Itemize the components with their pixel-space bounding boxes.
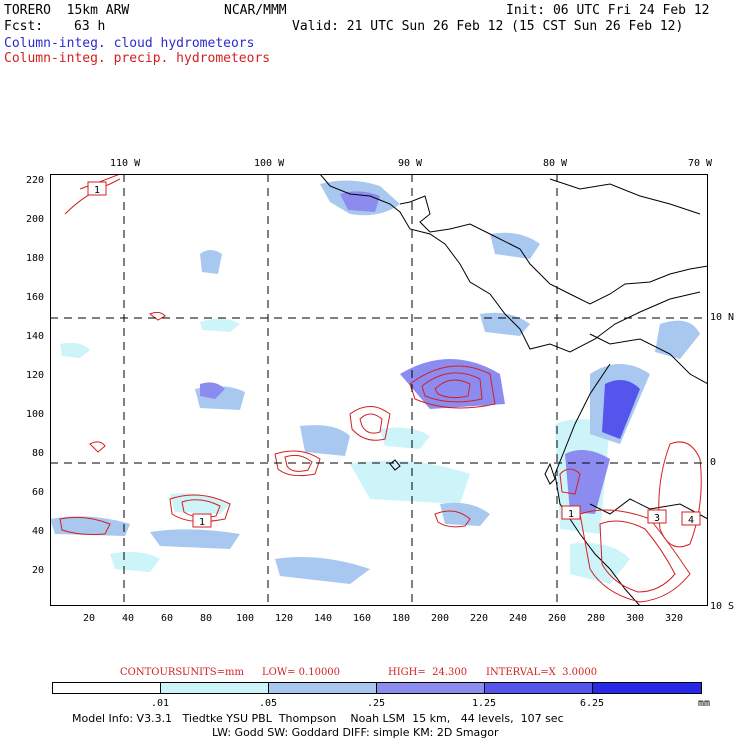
map-frame [50, 174, 708, 606]
x-tick: 300 [625, 613, 645, 624]
x-tick: 320 [664, 613, 684, 624]
y-tick: 200 [25, 214, 44, 225]
lon-label-110w: 110 W [110, 158, 141, 169]
x-tick: 120 [274, 613, 294, 624]
box-label-frame [561, 505, 581, 520]
legend-precip: Column-integ. precip. hydrometeors [4, 51, 271, 66]
lat-label-10n: 10 N [710, 312, 735, 323]
colorbar-segment [268, 682, 377, 694]
box-label: 3 [654, 513, 660, 524]
forecast-hour: 63 h [74, 19, 106, 34]
colorbar-segment [484, 682, 593, 694]
colorbar-tick: .25 [366, 698, 386, 709]
y-tick: 140 [25, 331, 44, 342]
forecast-map: 1 1 1 3 4 [50, 174, 708, 606]
y-tick: 60 [31, 487, 44, 498]
forecast-label: Fcst: [4, 19, 44, 34]
lon-label-80w: 80 W [543, 158, 568, 169]
colorbar-unit: mm [697, 698, 711, 709]
x-tick: 100 [235, 613, 255, 624]
contours-units: UNITS=mm [182, 667, 244, 678]
contours-low: LOW= 0.10000 [262, 667, 341, 678]
colorbar-tick: .01 [150, 698, 170, 709]
colorbar-segment [592, 682, 702, 694]
y-tick: 20 [31, 565, 44, 576]
x-tick: 140 [313, 613, 333, 624]
lat-lon-grid [50, 174, 708, 606]
contours-high: HIGH= 24.300 [388, 667, 468, 678]
x-tick: 20 [82, 613, 96, 624]
lat-label-eq: 0 [710, 457, 717, 468]
model-title: TORERO 15km ARW [4, 3, 130, 18]
colorbar-tick: 1.25 [471, 698, 497, 709]
y-tick: 160 [25, 292, 44, 303]
legend-cloud: Column-integ. cloud hydrometeors [4, 36, 255, 51]
x-tick: 60 [160, 613, 174, 624]
x-tick: 240 [508, 613, 528, 624]
model-info: Model Info: V3.3.1 Tiedtke YSU PBL Thomp… [72, 712, 564, 725]
coastlines [319, 174, 708, 606]
x-tick: 180 [391, 613, 411, 624]
box-label-frame [192, 513, 212, 528]
y-tick: 80 [31, 448, 44, 459]
y-tick: 100 [25, 409, 44, 420]
colorbar-segment [52, 682, 161, 694]
box-label: 1 [199, 517, 205, 528]
contours-label: CONTOURS: [120, 667, 186, 678]
colorbar-tick: .05 [258, 698, 278, 709]
colorbar-segment [160, 682, 269, 694]
x-tick: 160 [352, 613, 372, 624]
model-physics: LW: Godd SW: Goddard DIFF: simple KM: 2D… [212, 726, 499, 739]
contours-interval: INTERVAL=X 3.0000 [486, 667, 598, 678]
box-label-frame [681, 511, 701, 526]
lat-label-10s: 10 S [710, 601, 735, 612]
x-tick: 40 [121, 613, 135, 624]
x-tick: 280 [586, 613, 606, 624]
colorbar-segment [376, 682, 485, 694]
y-tick: 120 [25, 370, 44, 381]
init-time: Init: 06 UTC Fri 24 Feb 12 [506, 3, 710, 18]
organization: NCAR/MMM [224, 3, 287, 18]
box-label-frame [647, 509, 667, 524]
colorbar-tick: 6.25 [579, 698, 605, 709]
box-label: 1 [568, 509, 574, 520]
box-label: 1 [94, 185, 100, 196]
lon-label-90w: 90 W [398, 158, 423, 169]
y-tick: 180 [25, 253, 44, 264]
y-tick: 40 [31, 526, 44, 537]
valid-time: Valid: 21 UTC Sun 26 Feb 12 (15 CST Sun … [292, 19, 684, 34]
x-tick: 220 [469, 613, 489, 624]
lon-label-70w: 70 W [688, 158, 713, 169]
y-tick: 220 [25, 175, 44, 186]
x-tick: 200 [430, 613, 450, 624]
box-label-frame [87, 181, 107, 196]
x-tick: 80 [199, 613, 213, 624]
x-tick: 260 [547, 613, 567, 624]
box-labels: 1 1 1 3 4 [87, 181, 701, 528]
box-label: 4 [688, 515, 694, 526]
lon-label-100w: 100 W [254, 158, 285, 169]
